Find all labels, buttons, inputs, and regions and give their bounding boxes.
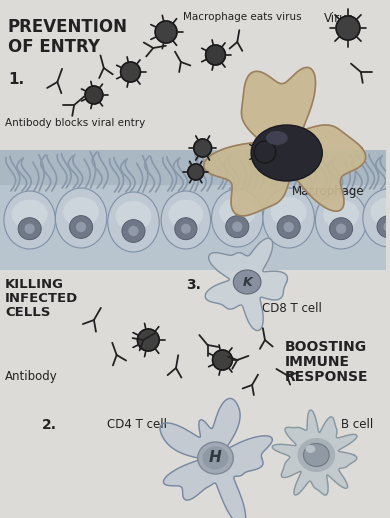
Ellipse shape [175,218,197,240]
Circle shape [213,350,232,370]
Ellipse shape [271,197,307,227]
Ellipse shape [122,220,145,242]
Ellipse shape [4,191,55,249]
Text: BOOSTING
IMMUNE
RESPONSE: BOOSTING IMMUNE RESPONSE [285,340,368,384]
Ellipse shape [69,215,93,238]
Text: KILLING
INFECTED
CELLS: KILLING INFECTED CELLS [5,278,78,319]
Text: Antibody blocks viral entry: Antibody blocks viral entry [5,118,145,128]
Ellipse shape [305,445,316,453]
Circle shape [25,223,35,234]
Polygon shape [272,410,357,495]
Circle shape [383,222,390,232]
Circle shape [188,164,204,180]
Ellipse shape [323,200,359,229]
Circle shape [254,141,276,163]
Text: Antibody: Antibody [5,370,58,383]
Circle shape [76,222,86,232]
Ellipse shape [277,215,300,238]
Ellipse shape [115,201,151,231]
Ellipse shape [161,191,211,249]
Polygon shape [204,67,366,216]
Ellipse shape [316,191,367,249]
Ellipse shape [168,200,203,229]
Polygon shape [0,150,386,270]
Text: 1.: 1. [8,72,24,87]
Ellipse shape [18,218,41,240]
Circle shape [284,222,294,232]
Circle shape [137,329,159,351]
Ellipse shape [203,447,229,469]
Text: B cell: B cell [341,418,373,431]
Text: Macrophage: Macrophage [292,185,364,198]
Ellipse shape [298,438,335,472]
Circle shape [336,16,360,40]
Circle shape [155,21,177,43]
Ellipse shape [12,200,48,229]
Text: Virus: Virus [324,12,354,25]
Ellipse shape [266,131,288,145]
Text: K: K [242,276,252,289]
Ellipse shape [63,197,99,227]
Circle shape [336,223,346,234]
Text: 2.: 2. [41,418,57,432]
Circle shape [121,62,140,82]
Circle shape [194,139,211,157]
Text: 3.: 3. [186,278,201,292]
Polygon shape [160,398,272,518]
Ellipse shape [108,192,159,252]
Ellipse shape [198,442,233,474]
Text: Macrophage eats virus: Macrophage eats virus [183,12,301,22]
Text: CD8 T cell: CD8 T cell [262,302,322,315]
Polygon shape [0,185,386,270]
Ellipse shape [55,188,107,248]
Ellipse shape [251,125,322,181]
Ellipse shape [370,198,390,227]
Ellipse shape [363,189,390,247]
Circle shape [232,222,243,232]
Circle shape [128,226,138,236]
Circle shape [181,224,191,234]
Ellipse shape [226,215,249,238]
Text: H: H [209,451,222,466]
Ellipse shape [233,270,261,294]
Polygon shape [205,238,287,330]
Ellipse shape [330,218,353,240]
Ellipse shape [377,215,390,238]
Ellipse shape [303,443,329,467]
Circle shape [206,45,225,65]
Text: CD4 T cell: CD4 T cell [107,418,167,431]
Ellipse shape [211,189,263,247]
Ellipse shape [219,198,255,227]
Text: PREVENTION
OF ENTRY: PREVENTION OF ENTRY [8,18,128,56]
Ellipse shape [263,188,314,248]
Circle shape [85,86,103,104]
